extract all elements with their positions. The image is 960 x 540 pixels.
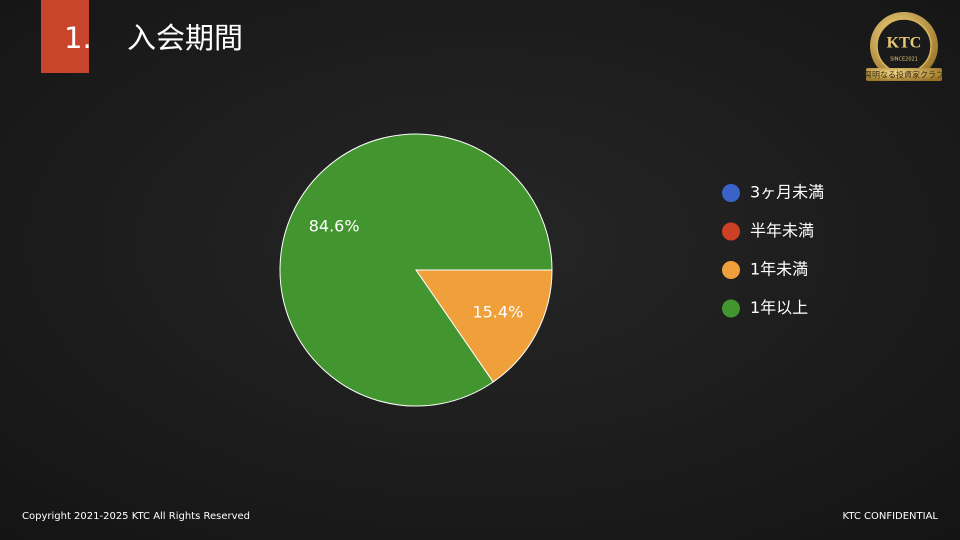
logo-ribbon (866, 68, 942, 81)
header-number: 1. (64, 21, 92, 55)
slice-label: 84.6% (309, 216, 360, 235)
legend-label: 1年未満 (750, 260, 808, 279)
legend-swatch (722, 222, 740, 241)
header-accent (41, 0, 89, 73)
footer-confidential: KTC CONFIDENTIAL (843, 511, 939, 522)
logo-tagline: 賢明なる投資家クラブ (864, 70, 944, 80)
logo-since: SINCE2021 (890, 57, 918, 63)
footer-copyright: Copyright 2021-2025 KTC All Rights Reser… (22, 511, 250, 522)
header-title: 入会期間 (127, 21, 243, 55)
slice-label: 15.4% (472, 303, 523, 322)
legend-label: 3ヶ月未満 (750, 183, 824, 202)
legend-label: 半年未満 (750, 221, 814, 240)
legend-label: 1年以上 (750, 298, 808, 317)
pie-slice (415, 269, 553, 383)
logo-name: KTC (887, 35, 922, 52)
pie-slice (279, 133, 553, 407)
logo: KTC SINCE2021 賢明なる投資家クラブ (864, 12, 944, 81)
legend-swatch (722, 261, 740, 279)
legend-swatch (722, 299, 740, 318)
legend-swatch (722, 184, 740, 202)
